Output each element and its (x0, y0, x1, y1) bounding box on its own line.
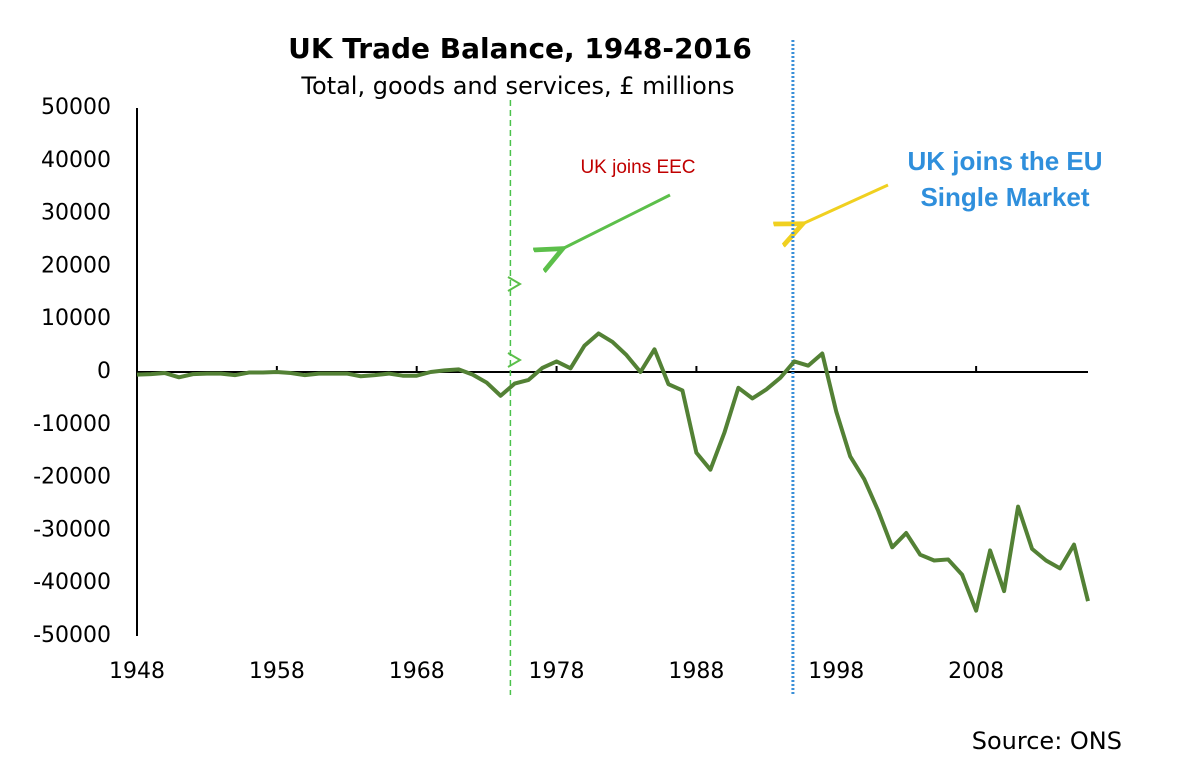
data-line (136, 331, 1090, 613)
y-tick-label: 40000 (41, 148, 111, 173)
annotation: UK joins the EU (907, 146, 1102, 176)
y-tick-label: 30000 (41, 201, 111, 226)
arrow (800, 183, 889, 225)
x-tick-label: 1998 (808, 659, 864, 684)
annotation: UK joins EEC (580, 157, 695, 178)
x-tick-label: 1958 (249, 659, 305, 684)
y-tick-label: -20000 (33, 465, 111, 490)
y-tick-label: -40000 (33, 570, 111, 595)
source: Source: ONS (972, 727, 1122, 755)
x-tick-label: 2008 (948, 659, 1004, 684)
arrowhead (507, 276, 522, 368)
chart-subtitle: Total, goods and services, £ millions (300, 72, 734, 100)
annotation: Single Market (920, 182, 1089, 212)
x-tick-label: 1968 (389, 659, 445, 684)
y-tick-label: 50000 (41, 95, 111, 120)
chart-title: UK Trade Balance, 1948-2016 (288, 32, 752, 65)
y-tick-label: 0 (97, 359, 111, 384)
y-tick-label: -30000 (33, 517, 111, 542)
x-tick-label: 1948 (109, 659, 165, 684)
y-tick-label: 10000 (41, 306, 111, 331)
y-tick-label: 20000 (41, 253, 111, 278)
arrow (560, 193, 671, 250)
y-tick-label: -50000 (33, 623, 111, 648)
x-tick-label: 1978 (529, 659, 585, 684)
x-tick-label: 1988 (668, 659, 724, 684)
y-tick-label: -10000 (33, 412, 111, 437)
